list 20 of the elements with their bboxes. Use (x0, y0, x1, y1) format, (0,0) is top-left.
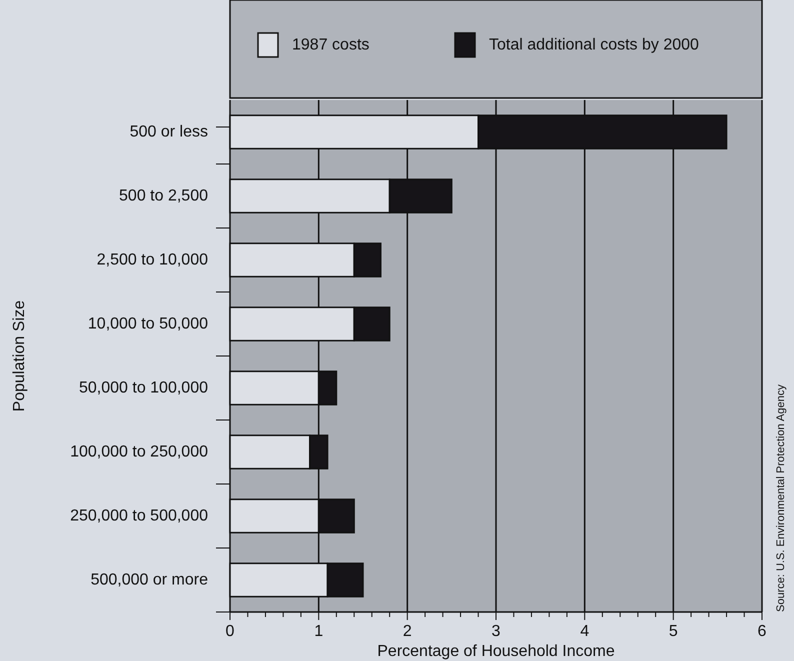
y-tick-label: 2,500 to 10,000 (96, 252, 208, 268)
y-tick-label: 500 to 2,500 (119, 188, 208, 204)
y-tick-label: 500 or less (130, 124, 208, 140)
x-axis-title: Percentage of Household Income (377, 643, 615, 660)
y-tick-label: 50,000 to 100,000 (78, 380, 208, 396)
y-tick-label: 250,000 to 500,000 (70, 508, 208, 524)
x-tick-label: 1 (314, 623, 324, 640)
x-tick-label: 5 (668, 623, 678, 640)
y-tick-label: 100,000 to 250,000 (70, 444, 208, 460)
x-tick-label: 2 (402, 623, 412, 640)
x-tick-label: 0 (226, 623, 235, 640)
x-tick-label: 4 (580, 623, 590, 640)
y-axis-title: Population Size (11, 300, 28, 412)
legend-label: Total additional costs by 2000 (489, 36, 700, 54)
y-tick-label: 500,000 or more (90, 572, 208, 588)
source-note: Source: U.S. Environmental Protection Agency (775, 384, 787, 612)
y-tick-label: 10,000 to 50,000 (88, 316, 208, 332)
x-tick-label: 3 (492, 623, 501, 640)
x-tick-label: 6 (758, 623, 767, 640)
legend-label: 1987 costs (292, 36, 370, 54)
